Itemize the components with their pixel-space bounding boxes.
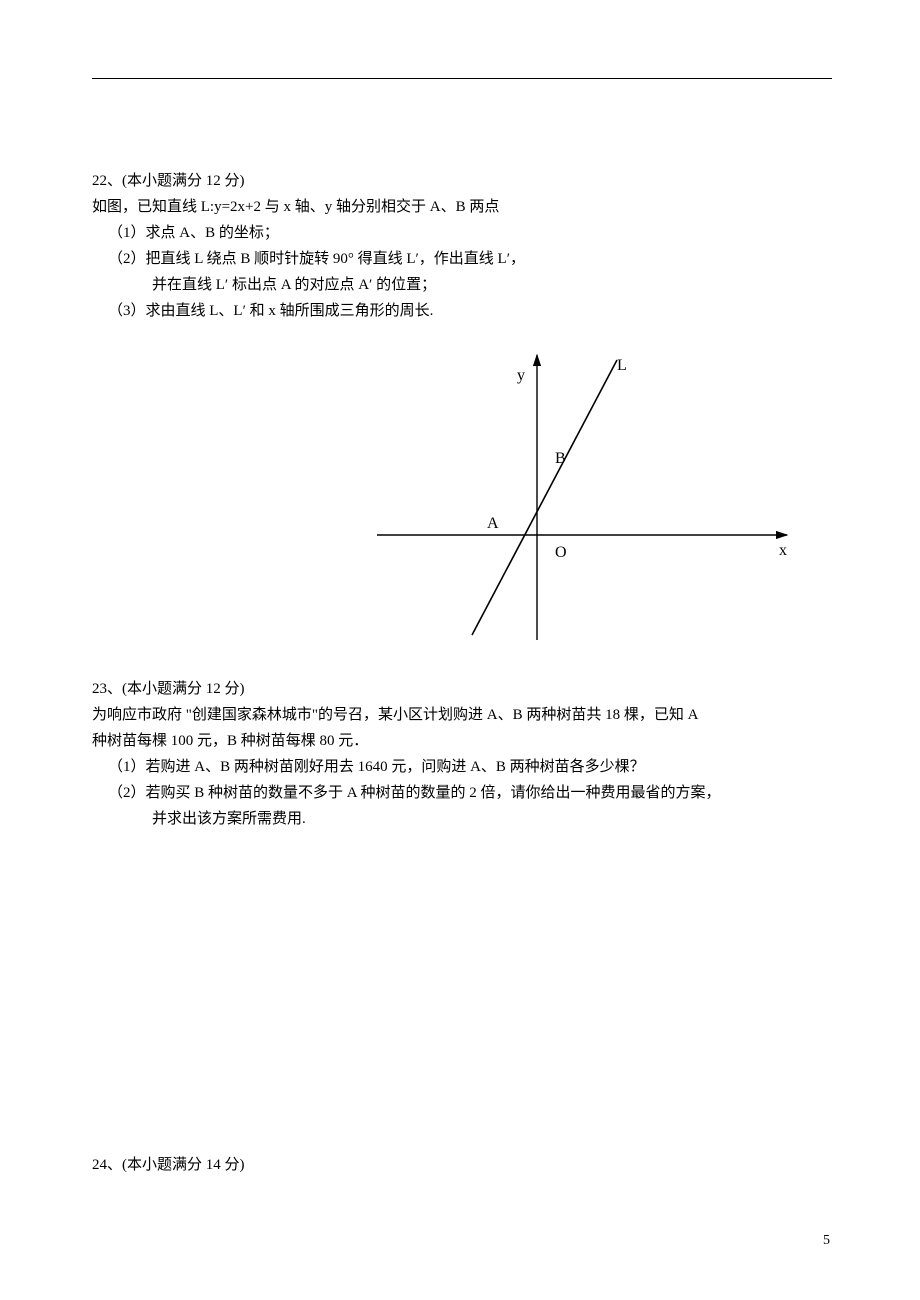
page: 22、(本小题满分 12 分) 如图，已知直线 L:y=2x+2 与 x 轴、y… — [0, 0, 920, 1300]
graph-container: Ly x O A B — [212, 345, 920, 645]
q23-sub1: （1）若购进 A、B 两种树苗刚好用去 1640 元，问购进 A、B 两种树苗各… — [92, 755, 832, 779]
q23-sub2b: 并求出该方案所需费用. — [92, 807, 832, 831]
q22-sub1: （1）求点 A、B 的坐标； — [92, 221, 832, 245]
q23-intro2: 种树苗每棵 100 元，B 种树苗每棵 80 元． — [92, 729, 832, 753]
svg-text:L: L — [617, 357, 627, 374]
svg-text:A: A — [487, 515, 499, 532]
q22-sub3: （3）求由直线 L、L′ 和 x 轴所围成三角形的周长. — [92, 299, 832, 323]
q22-sub2a: （2）把直线 L 绕点 B 顺时针旋转 90° 得直线 L′，作出直线 L′， — [92, 247, 832, 271]
q22-header: 22、(本小题满分 12 分) — [92, 169, 832, 193]
svg-text:O: O — [555, 544, 567, 561]
q22-sub2b: 并在直线 L′ 标出点 A 的对应点 A′ 的位置； — [92, 273, 832, 297]
q23-header: 23、(本小题满分 12 分) — [92, 677, 832, 701]
svg-text:B: B — [555, 450, 566, 467]
q22-intro: 如图，已知直线 L:y=2x+2 与 x 轴、y 轴分别相交于 A、B 两点 — [92, 195, 832, 219]
spacer — [92, 833, 832, 1153]
q24-header: 24、(本小题满分 14 分) — [92, 1153, 832, 1177]
svg-text:y: y — [517, 367, 525, 384]
q23-intro1: 为响应市政府 "创建国家森林城市"的号召，某小区计划购进 A、B 两种树苗共 1… — [92, 703, 832, 727]
page-number: 5 — [823, 1230, 830, 1252]
coordinate-graph: Ly x O A B — [367, 345, 797, 645]
svg-text:x: x — [779, 542, 787, 559]
top-rule — [92, 78, 832, 79]
q23-sub2a: （2）若购买 B 种树苗的数量不多于 A 种树苗的数量的 2 倍，请你给出一种费… — [92, 781, 832, 805]
